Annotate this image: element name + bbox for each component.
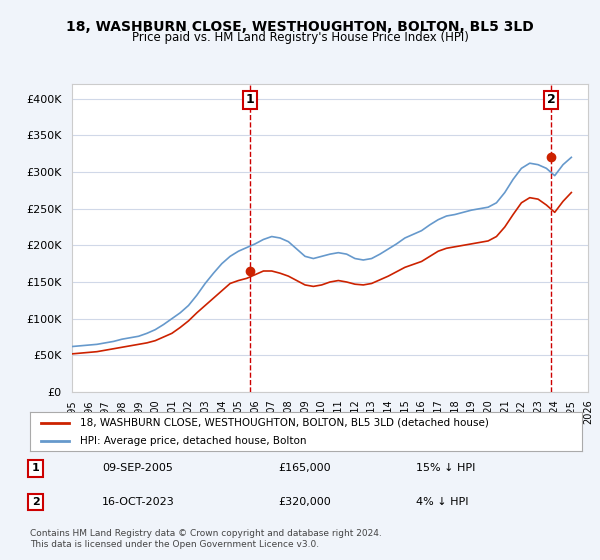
- Text: Price paid vs. HM Land Registry's House Price Index (HPI): Price paid vs. HM Land Registry's House …: [131, 31, 469, 44]
- Text: 15% ↓ HPI: 15% ↓ HPI: [416, 463, 476, 473]
- Text: 2: 2: [32, 497, 40, 507]
- Text: £165,000: £165,000: [278, 463, 331, 473]
- Text: 09-SEP-2005: 09-SEP-2005: [102, 463, 173, 473]
- Text: Contains HM Land Registry data © Crown copyright and database right 2024.: Contains HM Land Registry data © Crown c…: [30, 529, 382, 538]
- Text: 18, WASHBURN CLOSE, WESTHOUGHTON, BOLTON, BL5 3LD (detached house): 18, WASHBURN CLOSE, WESTHOUGHTON, BOLTON…: [80, 418, 488, 428]
- Text: 4% ↓ HPI: 4% ↓ HPI: [416, 497, 469, 507]
- Text: 1: 1: [245, 93, 254, 106]
- Text: This data is licensed under the Open Government Licence v3.0.: This data is licensed under the Open Gov…: [30, 540, 319, 549]
- Text: 18, WASHBURN CLOSE, WESTHOUGHTON, BOLTON, BL5 3LD: 18, WASHBURN CLOSE, WESTHOUGHTON, BOLTON…: [66, 20, 534, 34]
- Text: 1: 1: [32, 463, 40, 473]
- Text: HPI: Average price, detached house, Bolton: HPI: Average price, detached house, Bolt…: [80, 436, 306, 446]
- Text: 2: 2: [547, 93, 556, 106]
- Text: 16-OCT-2023: 16-OCT-2023: [102, 497, 175, 507]
- Text: £320,000: £320,000: [278, 497, 331, 507]
